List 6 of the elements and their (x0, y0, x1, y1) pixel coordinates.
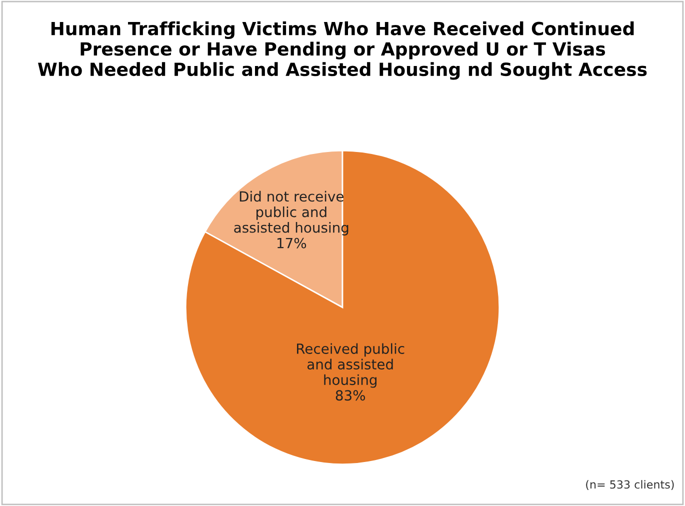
text: (n= 533 clients) (586, 480, 674, 490)
chart-title: Human Trafficking Victims Who Have Received Continued Presence or Have Pending or Approved U or T Visas Who Needed Public and Assisted Housing nd Sought Access (38, 21, 647, 80)
slice-label: Received public and assisted housing (297, 343, 404, 388)
data-label: 17% (277, 238, 306, 248)
data-label: 83% (336, 390, 366, 401)
pie-slice (184, 150, 500, 465)
